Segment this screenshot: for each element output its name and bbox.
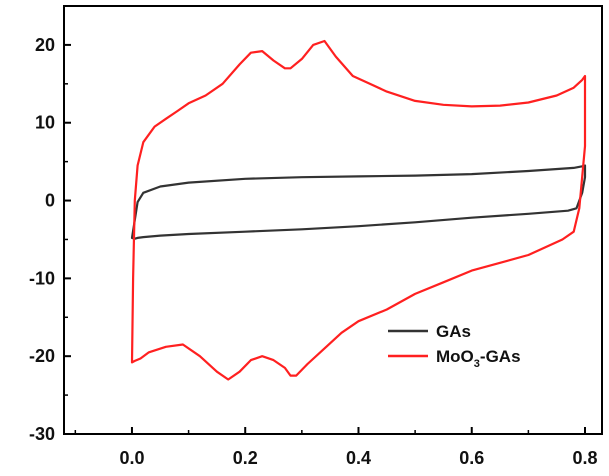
y-tick-label: -30 [29,424,55,444]
plot-area [130,39,587,381]
x-tick-label: 0.8 [572,448,597,468]
axes [63,5,603,435]
x-tick-label: 0.2 [233,448,258,468]
legend-label-gas: GAs [436,322,471,341]
tick-labels: -30 -20 -10 0 10 20 0.0 0.2 0.4 0.6 0.8 [29,35,598,468]
series-line-gas [130,164,587,240]
plot-frame [63,5,603,435]
legend-label-moo3-gas: MoO3-GAs [436,347,521,370]
series-line-moo3-gas [130,39,587,381]
x-tick-label: 0.4 [346,448,371,468]
y-tick-label: -20 [29,346,55,366]
y-tick-label: -10 [29,268,55,288]
y-tick-label: 0 [45,191,55,211]
x-tick-label: 0.6 [459,448,484,468]
y-tick-label: 10 [35,113,55,133]
y-tick-label: 20 [35,35,55,55]
legend: GAs MoO3-GAs [388,322,521,370]
x-tick-label: 0.0 [119,448,144,468]
